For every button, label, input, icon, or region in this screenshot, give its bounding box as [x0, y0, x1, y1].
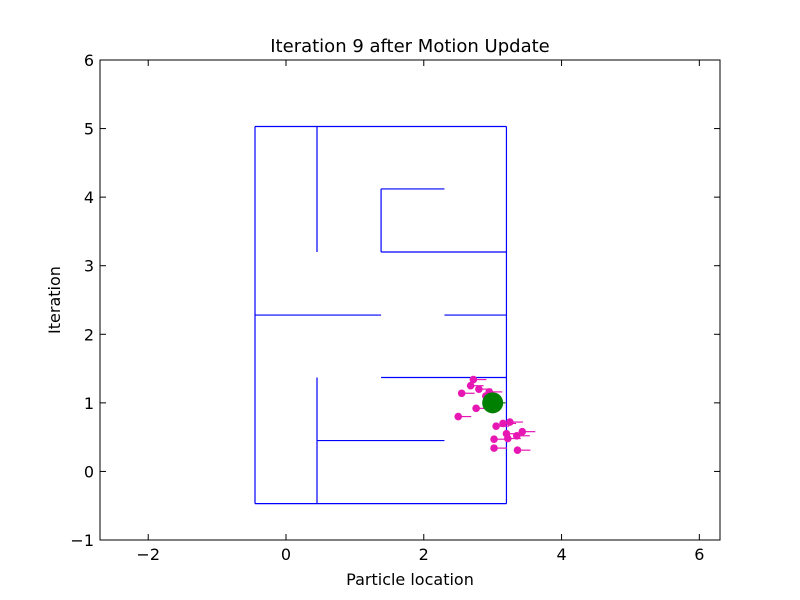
x-tick-label: 4 [556, 545, 566, 564]
particle-point [499, 419, 507, 428]
y-tick-label: 2 [84, 325, 94, 344]
y-tick-label: 6 [84, 51, 94, 70]
particle-point [506, 418, 514, 426]
particle-point [466, 381, 475, 390]
particle-point [475, 385, 483, 393]
plot-area: −2 0 2 4 6 −1 0 1 2 3 4 5 6 [70, 51, 721, 564]
x-axis-label: Particle location [346, 570, 474, 589]
x-tick-label: −2 [136, 545, 160, 564]
particle-point [469, 375, 478, 384]
particle-point [492, 422, 500, 430]
y-tick-label: 0 [84, 462, 94, 481]
particle-point [518, 427, 527, 436]
particle-point [504, 434, 512, 443]
particle-point [490, 435, 498, 444]
y-tick-label: 4 [84, 188, 94, 207]
chart-title: Iteration 9 after Motion Update [270, 36, 549, 57]
y-tick-label: 5 [84, 120, 94, 139]
x-tick-label: 0 [281, 545, 291, 564]
x-tick-label: 2 [419, 545, 429, 564]
y-tick-label: 1 [84, 394, 94, 413]
particle-point [454, 412, 463, 421]
y-tick-label: −1 [70, 531, 94, 550]
y-tick-label: 3 [84, 257, 94, 276]
plot-frame [99, 59, 721, 541]
particle-point [513, 446, 522, 454]
particle-point [490, 444, 498, 452]
y-axis-label: Iteration [45, 266, 64, 334]
x-tick-label: 6 [694, 545, 704, 564]
particle-point [457, 389, 466, 398]
particle-point [472, 404, 480, 413]
